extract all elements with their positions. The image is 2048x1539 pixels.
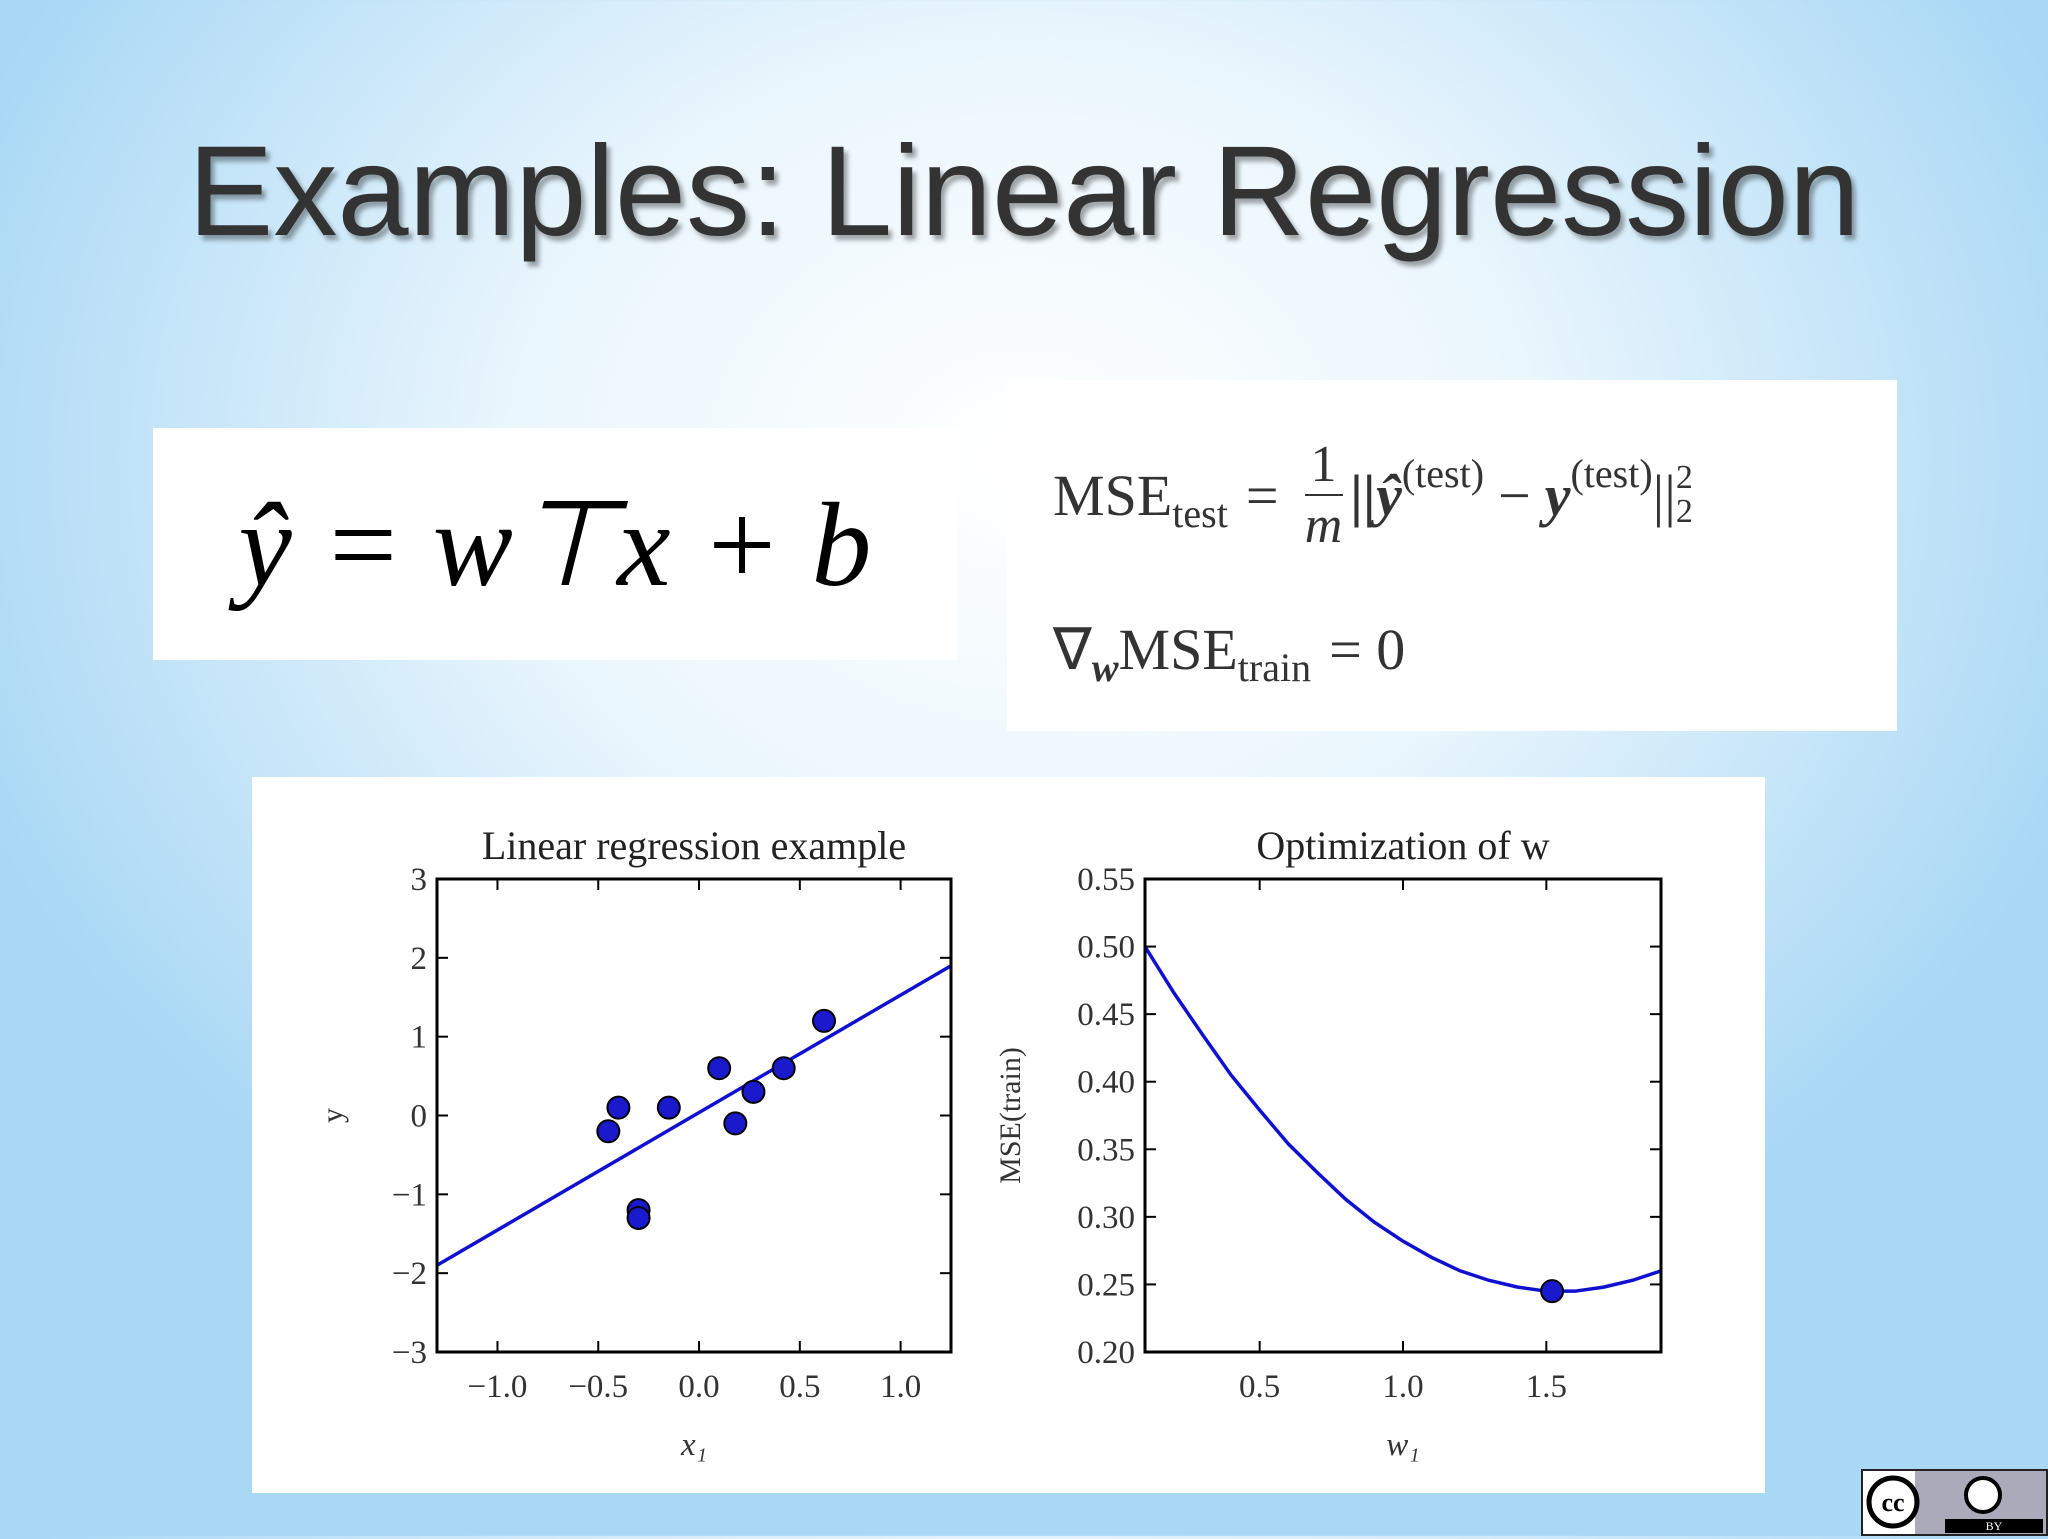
eq-sup: (test) (1570, 450, 1653, 496)
y-tick-label: 1 (411, 1020, 428, 1056)
data-point (1540, 1279, 1565, 1304)
equation-text: ŷ = w⊤x + b (238, 477, 872, 611)
eq-sup: (test) (1401, 450, 1485, 496)
y-tick-label: 0.45 (1077, 997, 1135, 1033)
data-point (771, 1056, 796, 1081)
data-point (707, 1056, 732, 1081)
x-axis-label: w₁ (1386, 1427, 1419, 1463)
eq-part: MSE (1118, 616, 1238, 682)
panel-background (252, 777, 1765, 1493)
y-tick-label: 0.20 (1077, 1335, 1135, 1371)
x-tick-label: −0.5 (568, 1369, 628, 1405)
data-point (626, 1205, 651, 1230)
eq-den: m (1304, 497, 1343, 554)
x-tick-label: −1.0 (468, 1369, 528, 1405)
eq-sub: 2 (1675, 493, 1693, 530)
y-tick-label: 0 (411, 1099, 428, 1135)
data-point (812, 1008, 837, 1033)
y-tick-label: 2 (411, 941, 428, 977)
y-tick-label: 0.25 (1077, 1267, 1135, 1303)
chart: Linear regression example −1.0 −0.5 0.0 0.5 1… (316, 823, 953, 1463)
by-strip (1945, 1519, 2043, 1533)
x-axis-label: x₁ (680, 1427, 707, 1463)
eq-part: = (1245, 462, 1279, 528)
x-tick-label: 0.5 (779, 1369, 820, 1405)
data-point (596, 1119, 621, 1144)
gradient-equation: ∇ w MSE train = 0 (1053, 615, 1406, 690)
eq-part: ||ŷ (1350, 462, 1402, 528)
by-circle (1964, 1476, 2002, 1514)
eq-part: ∇ (1053, 617, 1092, 682)
y-axis-label: y (316, 1108, 349, 1123)
y-tick-label: 0.35 (1077, 1132, 1135, 1168)
y-axis-label: MSE(train) (994, 1047, 1027, 1184)
data-point (741, 1079, 766, 1104)
chart-title: Optimization of w (1256, 823, 1549, 868)
plot-frame (1143, 877, 1663, 1354)
data-line (1145, 945, 1661, 1293)
y-tick-label: 0.55 (1077, 862, 1135, 898)
y-tick-label: 0.50 (1077, 930, 1135, 966)
eq-sup: 2 (1675, 459, 1693, 496)
slide-title: Examples: Linear Regression (188, 120, 1860, 263)
eq-part: = 0 (1329, 616, 1406, 682)
chart: Optimization of w 0.5 1.0 1.5 0.20 0.25 0.30 0.… (994, 823, 1663, 1463)
by-label: BY (1986, 1519, 2003, 1533)
y-tick-label: 0.40 (1077, 1065, 1135, 1101)
data-point (723, 1111, 748, 1136)
y-tick-label: −3 (392, 1335, 427, 1371)
data-point (606, 1095, 631, 1120)
cc-circle (1866, 1475, 1920, 1529)
x-tick-label: 1.0 (880, 1369, 921, 1405)
charts-panel: Linear regression example −1.0 −0.5 0.0 0.5 1… (252, 777, 1765, 1493)
prediction-equation: ŷ = w⊤x + b (153, 428, 957, 660)
eq-part: || (1652, 462, 1676, 528)
y-tick-label: 0.30 (1077, 1200, 1135, 1236)
eq-sub: train (1237, 644, 1312, 690)
eq-part: − (1498, 462, 1531, 528)
y-tick-label: −2 (392, 1256, 427, 1292)
x-tick-label: 1.0 (1382, 1369, 1423, 1405)
cc-logo: cc (1881, 1488, 1904, 1517)
data-line (437, 964, 951, 1267)
eq-part: y (1544, 462, 1571, 528)
badge-graphic: cc BY (1863, 1471, 2043, 1534)
data-point (656, 1095, 681, 1120)
license-badge: cc BY (1861, 1469, 2048, 1536)
y-tick-label: 3 (411, 862, 428, 898)
plot-frame (435, 877, 953, 1354)
x-tick-label: 0.0 (678, 1369, 719, 1405)
eq-part: MSE (1053, 462, 1173, 528)
x-tick-label: 1.5 (1526, 1369, 1567, 1405)
eq-sub: w (1091, 644, 1119, 690)
y-tick-label: −1 (392, 1177, 427, 1213)
x-tick-label: 0.5 (1239, 1369, 1280, 1405)
chart-title: Linear regression example (482, 823, 906, 868)
eq-sub: test (1172, 490, 1228, 536)
eq-num: 1 (1304, 435, 1343, 496)
